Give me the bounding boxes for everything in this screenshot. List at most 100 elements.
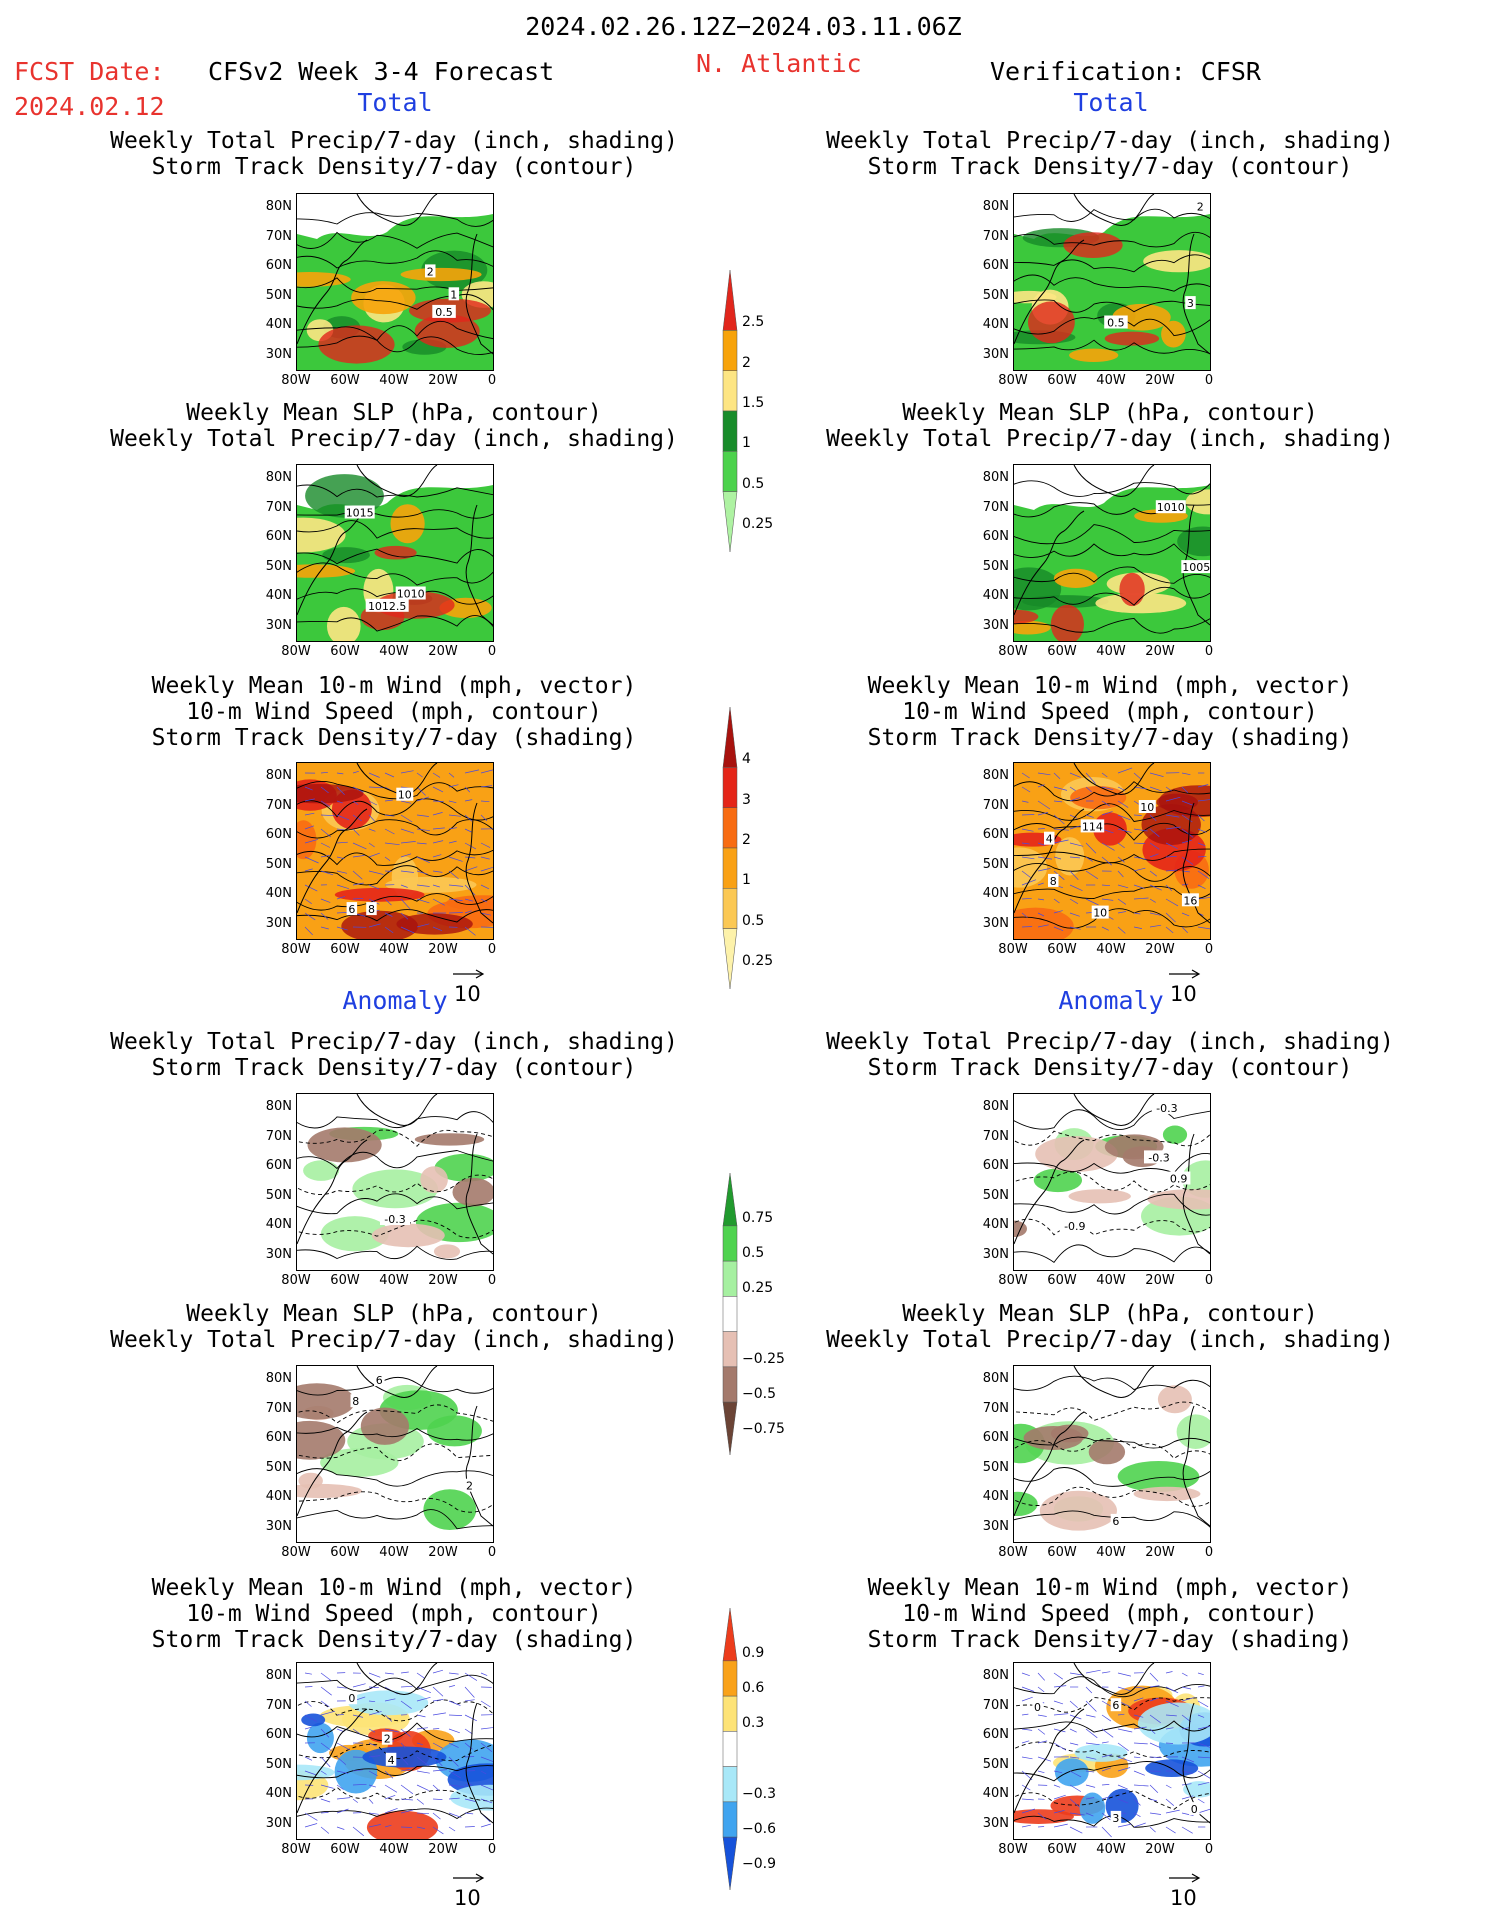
wind-vector — [1149, 1756, 1162, 1758]
wind-vector — [400, 841, 416, 844]
lat-tick: 30N — [265, 346, 292, 362]
contour-label: 3 — [1185, 296, 1196, 310]
wind-vector — [448, 772, 455, 778]
colorbar-swatch — [722, 807, 738, 849]
lon-tick: 20W — [1145, 1545, 1175, 1560]
wind-vector — [1197, 1700, 1209, 1708]
shading-blob — [1055, 837, 1085, 876]
wind-vector — [432, 1798, 443, 1800]
lon-tick: 0 — [1204, 373, 1214, 388]
map-panel-p7: -0.3 — [296, 1093, 494, 1271]
wind-vector — [416, 1672, 425, 1679]
shading-blob — [322, 547, 370, 564]
wind-vector — [480, 769, 493, 774]
lon-tick: 80W — [998, 644, 1028, 659]
lon-tick: 0 — [487, 1273, 497, 1288]
wind-vector — [1117, 1798, 1129, 1804]
contour-line — [297, 849, 493, 866]
wind-vector — [1149, 1784, 1159, 1794]
wind-vector — [320, 926, 329, 930]
title-line: 10-m Wind Speed (mph, contour) — [902, 1601, 1318, 1627]
wind-vector — [1197, 926, 1210, 930]
shading-blob — [320, 1448, 399, 1477]
coastline — [1014, 1366, 1210, 1527]
wind-vector — [1133, 772, 1141, 780]
lat-tick: 80N — [265, 768, 292, 783]
wind-vector — [1037, 882, 1044, 886]
wind-vector — [480, 898, 488, 903]
contour-label: 2 — [1194, 199, 1206, 213]
contour-line — [1014, 885, 1210, 899]
wind-vector — [304, 1812, 318, 1821]
wind-vector — [1037, 842, 1046, 846]
wind-vector — [480, 1672, 488, 1676]
colorbar-label: 0.5 — [742, 912, 765, 929]
contour-line — [297, 1722, 493, 1742]
svg-text:0: 0 — [1034, 1701, 1041, 1714]
lon-tick: 20W — [1145, 1273, 1175, 1288]
wind-vector — [1085, 1669, 1101, 1674]
wind-vector — [1085, 1770, 1095, 1773]
wind-vector — [448, 870, 459, 880]
shading-blob — [450, 1784, 493, 1811]
wind-vector — [320, 1742, 332, 1752]
wind-vector — [400, 898, 411, 910]
wind-vector — [1021, 1756, 1033, 1760]
wind-vector — [448, 784, 459, 788]
title-line: 10-m Wind Speed (mph, contour) — [902, 699, 1318, 725]
lat-tick: 50N — [265, 856, 292, 872]
map-svg: 10 6 8 — [297, 763, 493, 939]
wind-vector — [320, 842, 331, 848]
colorbar-label: 2 — [742, 354, 751, 371]
contour-line — [297, 1699, 493, 1722]
wind-vector — [1069, 1812, 1085, 1816]
wind-vector — [1037, 856, 1053, 860]
wind-vector — [336, 856, 345, 860]
colorbar-label: 0.75 — [742, 1209, 774, 1226]
wind-vector — [1149, 786, 1162, 792]
svg-text:6: 6 — [1112, 1699, 1119, 1712]
lat-tick: 30N — [265, 1246, 292, 1262]
title-line: Weekly Total Precip/7-day (inch, shading… — [826, 1029, 1394, 1055]
wind-vector — [384, 1672, 394, 1675]
wind-vector — [448, 827, 457, 830]
wind-vector — [400, 800, 412, 804]
wind-vector — [1197, 1742, 1210, 1748]
lat-tick: 50N — [982, 1459, 1009, 1475]
shading-blob — [360, 1407, 409, 1445]
lon-tick: 80W — [281, 1273, 311, 1288]
shading-blob — [1054, 1758, 1089, 1787]
wind-vector — [1021, 856, 1035, 860]
wind-vector — [464, 1714, 477, 1722]
wind-vector — [1165, 926, 1174, 934]
wind-vector — [448, 1672, 459, 1675]
contour-line — [1014, 339, 1210, 355]
wind-vector — [336, 1826, 345, 1830]
wind-vector — [1181, 800, 1193, 806]
wind-vector — [480, 866, 493, 872]
wind-vector — [1197, 1808, 1210, 1814]
shading-blob — [1095, 593, 1187, 614]
wind-vector — [1117, 911, 1127, 914]
shading-blob — [297, 517, 346, 553]
wind-vector — [1117, 926, 1126, 934]
wind-vector — [1197, 1726, 1210, 1730]
colorbar-swatch — [722, 1172, 738, 1227]
colorbar-label: 0.25 — [742, 952, 774, 969]
wind-vector — [480, 1700, 491, 1708]
wind-vector — [1037, 812, 1049, 816]
wind-vector — [1117, 898, 1127, 905]
wind-vector — [336, 1686, 348, 1689]
colorbar-label: 1.5 — [742, 395, 765, 411]
lon-tick: 40W — [379, 644, 409, 659]
colorbar-svg — [722, 1607, 738, 1891]
contour-line — [1014, 1467, 1210, 1487]
lat-tick: 60N — [982, 529, 1009, 544]
lat-tick: 50N — [982, 1756, 1009, 1772]
wind-vector — [1133, 1756, 1141, 1759]
lat-tick: 30N — [982, 346, 1009, 362]
wind-vector — [1133, 1822, 1146, 1828]
wind-vector — [1037, 1714, 1047, 1717]
wind-vector — [304, 786, 313, 791]
colorbar-svg — [722, 1172, 738, 1456]
